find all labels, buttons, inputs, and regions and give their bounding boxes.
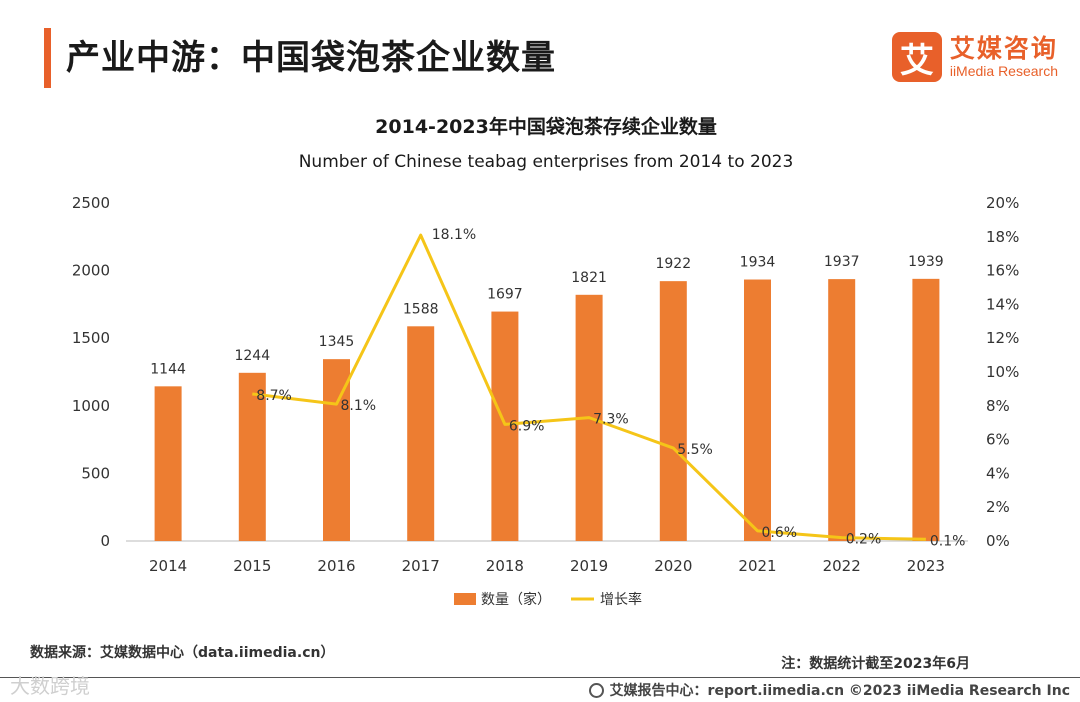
rate-value-label: 0.1% — [930, 533, 966, 549]
x-tick-label: 2020 — [654, 557, 692, 575]
footer-divider — [0, 677, 1080, 678]
y2-tick-label: 2% — [986, 498, 1010, 516]
growth-line-series — [252, 233, 926, 541]
footer-credit-text: 艾媒报告中心：report.iimedia.cn ©2023 iiMedia R… — [609, 683, 1070, 699]
x-tick-label: 2018 — [486, 557, 524, 575]
y-tick-label: 2000 — [72, 262, 110, 280]
rate-value-label: 8.7% — [256, 388, 292, 404]
bar — [407, 326, 435, 541]
logo-cn: 艾媒咨询 — [949, 34, 1058, 63]
y2-tick-label: 6% — [986, 431, 1010, 449]
bar-value-label: 1821 — [571, 270, 607, 286]
chart: 2014-2023年中国袋泡茶存续企业数量 Number of Chinese … — [72, 115, 1020, 608]
page-title: 产业中游：中国袋泡茶企业数量 — [66, 38, 556, 78]
rate-value-label: 0.6% — [762, 525, 798, 541]
bar-value-label: 1588 — [403, 301, 439, 317]
y-tick-label: 2500 — [72, 194, 110, 212]
title-accent-bar — [44, 28, 51, 88]
bar-value-label: 1244 — [234, 348, 270, 364]
bar — [154, 386, 182, 541]
y2-tick-label: 10% — [986, 363, 1019, 381]
y-axis-left: 0 500 1000 1500 2000 2500 — [72, 194, 110, 550]
logo-text: 艾媒咨询 iiMedia Research — [949, 34, 1058, 80]
x-tick-label: 2014 — [149, 557, 187, 575]
bar-value-label: 1934 — [740, 255, 776, 271]
y2-tick-label: 4% — [986, 464, 1010, 482]
x-axis: 2014 2015 2016 2017 2018 2019 2020 2021 2022 2023 — [149, 557, 945, 575]
y2-tick-label: 8% — [986, 397, 1010, 415]
y2-tick-label: 16% — [986, 262, 1019, 280]
x-tick-label: 2022 — [823, 557, 861, 575]
legend-label-bar: 数量（家） — [481, 591, 551, 608]
rate-value-label: 5.5% — [677, 442, 713, 458]
x-tick-label: 2017 — [402, 557, 440, 575]
growth-line — [252, 233, 926, 541]
bar — [323, 359, 350, 541]
bar-value-label: 1345 — [319, 334, 355, 350]
chart-subtitle: Number of Chinese teabag enterprises fro… — [299, 152, 794, 172]
bar-value-label: 1937 — [824, 254, 860, 270]
x-tick-label: 2015 — [233, 557, 271, 575]
y-tick-label: 1000 — [72, 397, 110, 415]
footer-credit: 艾媒报告中心：report.iimedia.cn ©2023 iiMedia R… — [588, 680, 1070, 700]
bar — [491, 311, 519, 541]
legend-swatch-bar — [454, 593, 476, 605]
iimedia-logo: 艾 艾媒咨询 iiMedia Research — [891, 32, 1058, 82]
y2-tick-label: 20% — [986, 194, 1019, 212]
y-axis-right: 0% 2% 4% 6% 8% 10% 12% 14% 16% 18% 20% — [986, 194, 1019, 550]
y2-tick-label: 14% — [986, 295, 1019, 313]
globe-icon — [588, 682, 604, 698]
x-tick-label: 2021 — [738, 557, 776, 575]
logo-en: iiMedia Research — [949, 63, 1058, 79]
y2-tick-label: 18% — [986, 228, 1019, 246]
y2-tick-label: 0% — [986, 532, 1010, 550]
bar — [238, 372, 266, 541]
data-source: 数据来源：艾媒数据中心（data.iimedia.cn） — [30, 645, 335, 661]
legend-label-line: 增长率 — [600, 591, 642, 608]
rate-labels: 8.7% 8.1% 18.1% 6.9% 7.3% 5.5% 0.6% 0.2% 0.1% — [256, 227, 965, 549]
x-tick-label: 2019 — [570, 557, 608, 575]
bar-labels: 1144 1244 1345 1588 1697 1821 1922 1934 1937 1939 — [150, 254, 943, 377]
bar-value-label: 1697 — [487, 287, 523, 303]
y2-tick-label: 12% — [986, 329, 1019, 347]
y-tick-label: 1500 — [72, 329, 110, 347]
bar-value-label: 1922 — [655, 256, 691, 272]
logo-mark-icon: 艾 — [891, 32, 942, 82]
rate-value-label: 18.1% — [432, 227, 476, 243]
bar — [744, 279, 771, 541]
rate-value-label: 8.1% — [341, 398, 377, 414]
legend: 数量（家） 增长率 — [454, 591, 642, 608]
bar — [912, 278, 940, 541]
x-tick-label: 2016 — [317, 557, 355, 575]
bar-series — [154, 278, 940, 541]
chart-title: 2014-2023年中国袋泡茶存续企业数量 — [375, 115, 717, 138]
rate-value-label: 6.9% — [509, 418, 545, 434]
bar — [659, 281, 687, 541]
rate-value-label: 7.3% — [593, 412, 629, 428]
bar-value-label: 1939 — [908, 254, 944, 270]
y-tick-label: 0 — [100, 532, 110, 550]
x-tick-label: 2023 — [907, 557, 945, 575]
bar — [828, 279, 856, 541]
bar-value-label: 1144 — [150, 361, 186, 377]
data-note: 注：数据统计截至2023年6月 — [781, 656, 970, 672]
watermark: 大数跨境 — [10, 674, 90, 698]
y-tick-label: 500 — [81, 464, 110, 482]
rate-value-label: 0.2% — [846, 532, 882, 548]
